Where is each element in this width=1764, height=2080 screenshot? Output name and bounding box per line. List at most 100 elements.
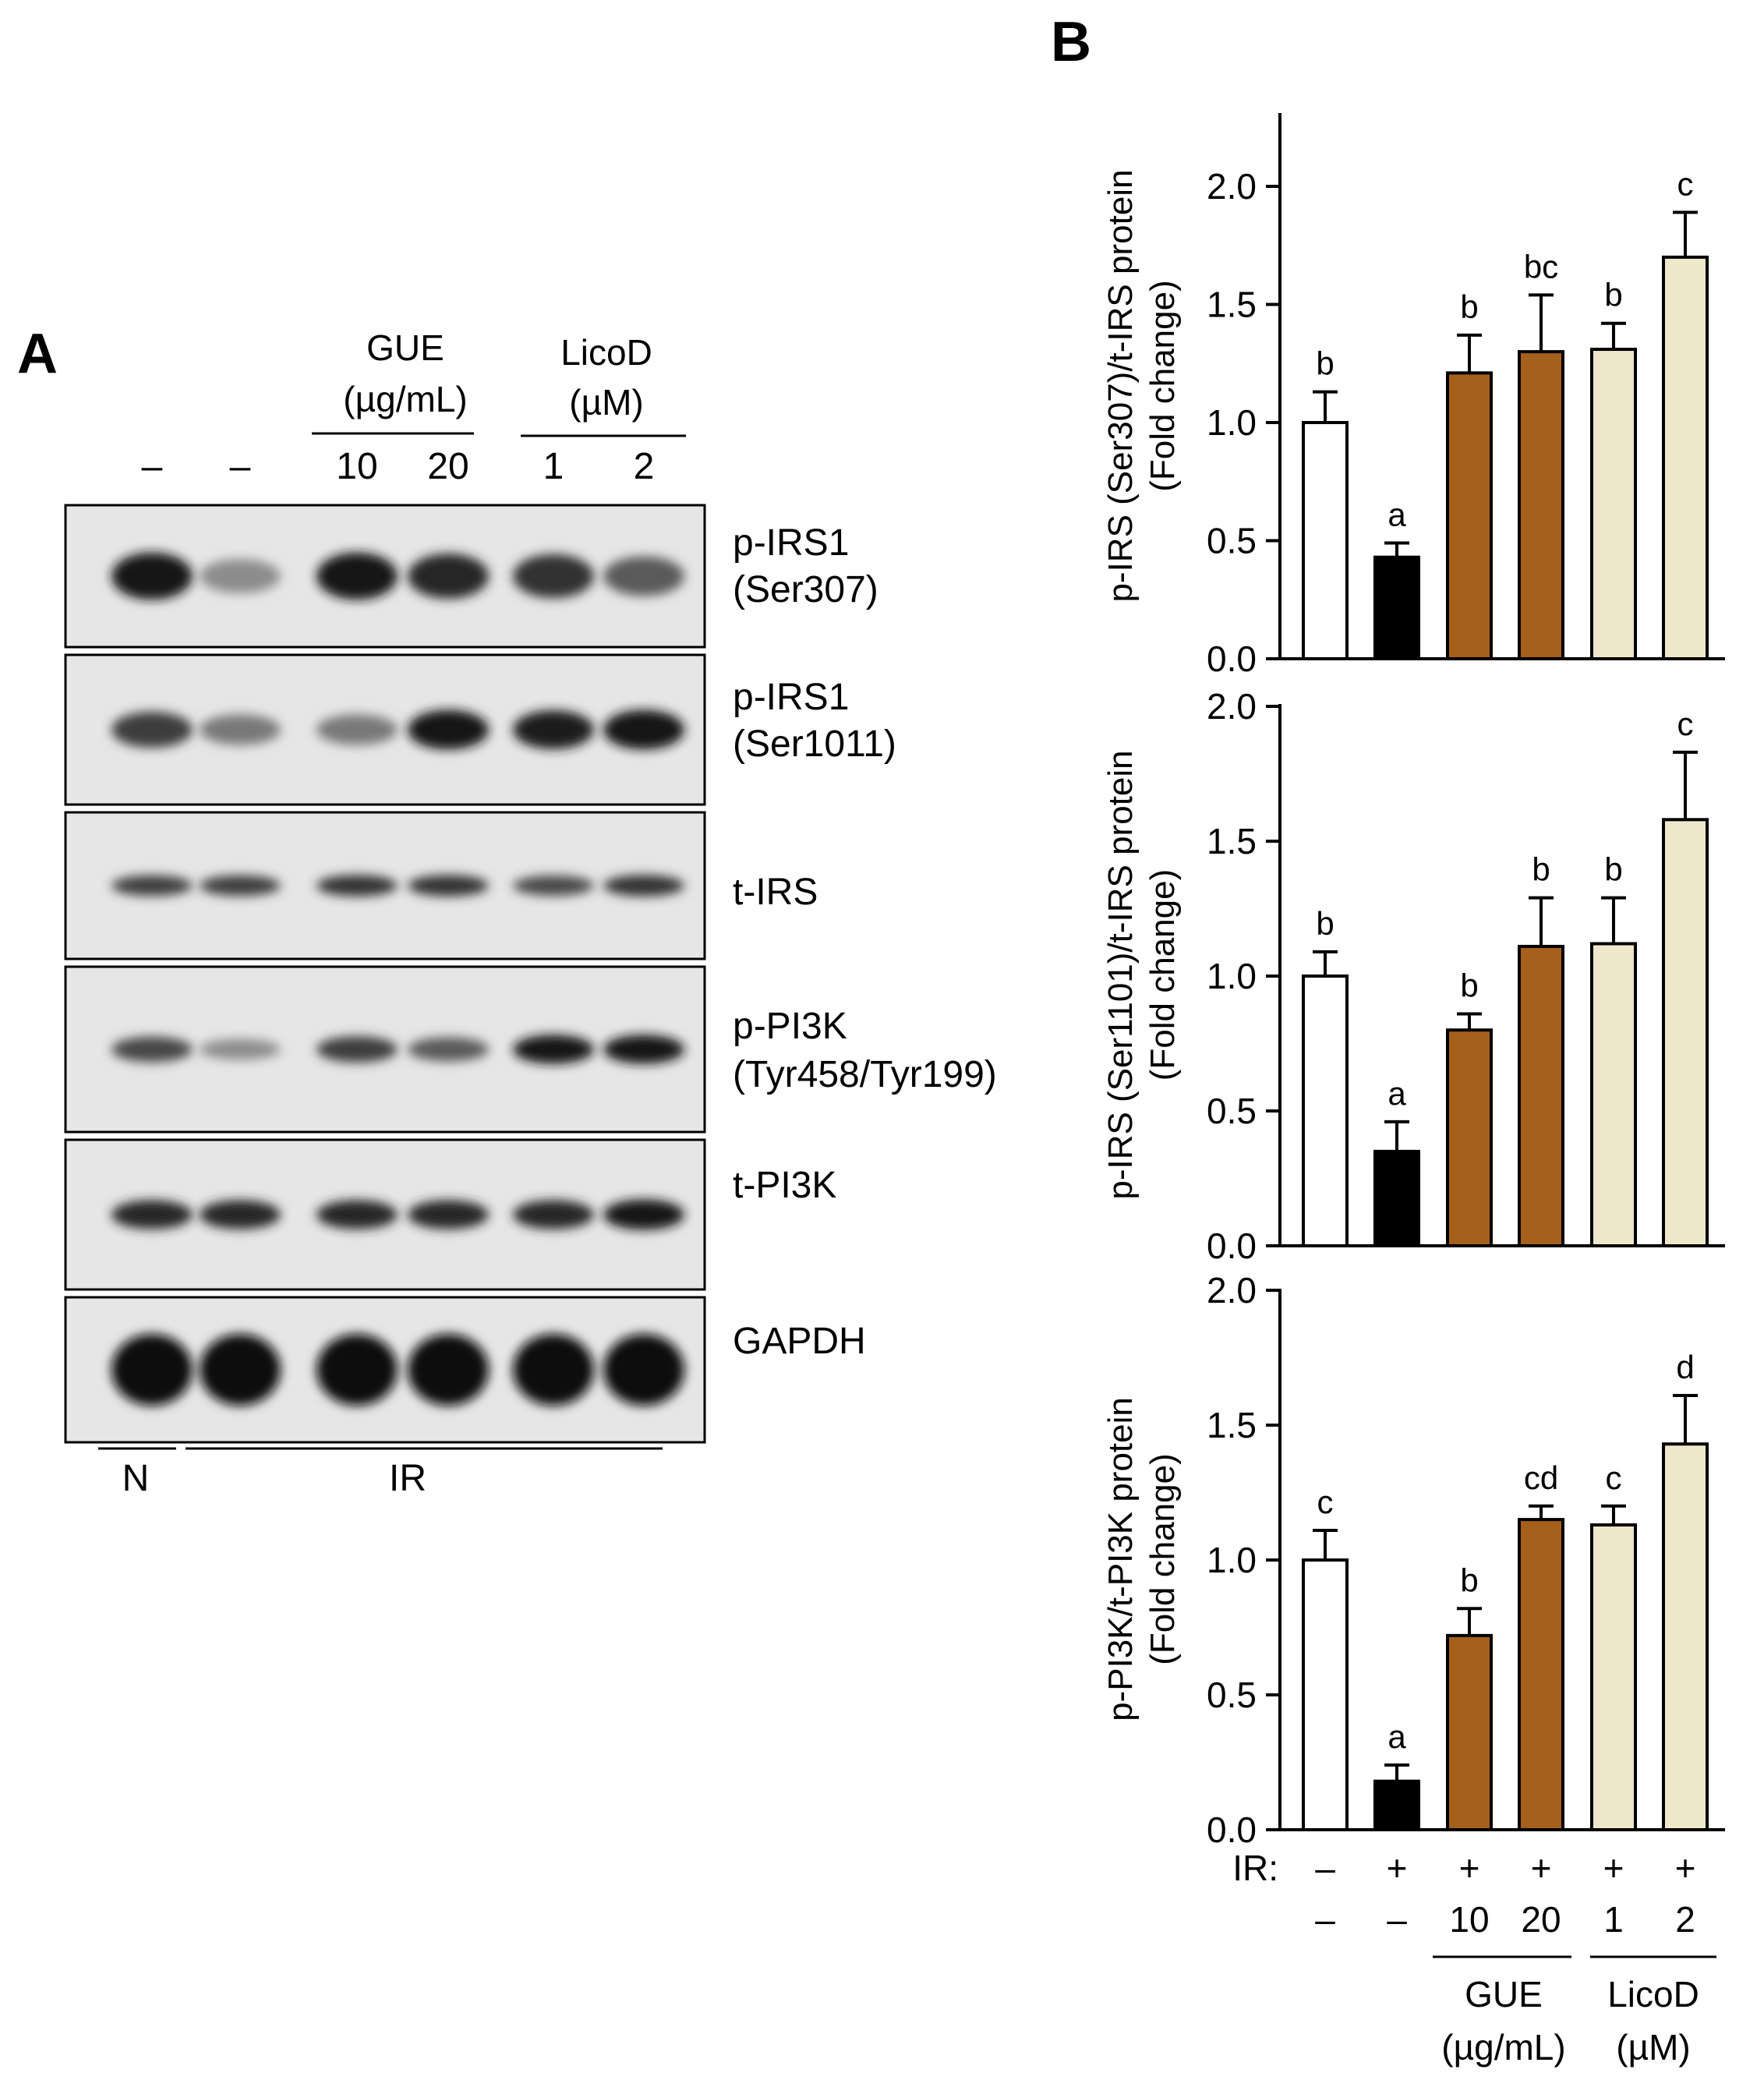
bar-charts: 0.0 0.5 1.0 1.5 2.0 p-IRS (Ser307)/t-IRS prot… — [1101, 113, 1725, 1850]
ir-sign-6: + — [1675, 1848, 1696, 1888]
blot-band — [408, 1200, 489, 1229]
blot-band — [408, 554, 489, 599]
panel-label-b: B — [1051, 11, 1091, 73]
bar-4 — [1518, 1518, 1564, 1831]
blot-strip-5: t-PI3K — [64, 1138, 836, 1291]
blot-band — [111, 875, 193, 897]
dose-label-3: 10 — [1449, 1899, 1489, 1940]
blot-row-label: (Ser307) — [733, 569, 878, 610]
panel-label-a: A — [17, 323, 58, 385]
bar-2 — [1373, 1149, 1420, 1248]
gue-axis-unit: (µg/mL) — [1441, 2027, 1565, 2068]
significance-letter: a — [1388, 1075, 1406, 1112]
licod-axis-unit: (µM) — [1616, 2027, 1690, 2068]
blot-band — [111, 1036, 193, 1063]
blot-band — [603, 556, 684, 596]
bar-1 — [1302, 975, 1349, 1247]
blot-band — [513, 876, 594, 896]
y-tick-label: 1.5 — [1207, 285, 1257, 325]
y-axis-label: p-IRS (Ser307)/t-IRS protein — [1101, 169, 1140, 602]
blot-band — [513, 1200, 594, 1229]
y-axis-label-unit: (Fold change) — [1144, 1453, 1182, 1664]
blot-band — [603, 709, 684, 750]
ir-sign-1: – — [1315, 1848, 1335, 1888]
y-tick-label: 2.0 — [1207, 1270, 1257, 1311]
bar-4 — [1518, 350, 1564, 660]
gue-axis-name: GUE — [1465, 1974, 1543, 2015]
bar-6 — [1662, 818, 1709, 1247]
lane-dose-3: 10 — [336, 446, 377, 487]
blot-band — [513, 554, 594, 599]
dose-label-5: 1 — [1603, 1899, 1624, 1940]
ir-row-label: IR: — [1232, 1848, 1278, 1888]
licod-header-name: LicoD — [560, 332, 652, 373]
bar-1 — [1302, 421, 1349, 660]
blot-band — [200, 1038, 281, 1060]
significance-letter: b — [1460, 288, 1478, 325]
blot-band — [408, 709, 489, 750]
blot-band — [316, 1036, 398, 1063]
lane-dose-1: – — [142, 446, 163, 487]
blot-row-label: GAPDH — [733, 1321, 866, 1362]
blot-band — [316, 552, 398, 600]
y-tick-label: 0.0 — [1207, 1226, 1257, 1266]
y-tick-label: 1.0 — [1207, 402, 1257, 443]
blot-strip-2: p-IRS1 (Ser1011) — [64, 653, 896, 806]
ir-sign-2: + — [1387, 1848, 1408, 1888]
significance-letter: c — [1677, 165, 1694, 202]
bar-5 — [1590, 942, 1637, 1247]
blot-band — [513, 1035, 594, 1064]
blot-row-label: p-IRS1 — [733, 677, 849, 718]
blot-row-label: (Ser1011) — [733, 723, 896, 765]
blot-row-label: p-IRS1 — [733, 522, 849, 564]
blot-strip-4: p-PI3K (Tyr458/Tyr199) — [64, 965, 997, 1134]
y-tick-label: 0.5 — [1207, 1675, 1257, 1715]
significance-letter: a — [1388, 497, 1406, 533]
bar-1 — [1302, 1558, 1349, 1831]
bar-5 — [1590, 1523, 1637, 1832]
blot-band — [316, 714, 398, 745]
y-axis-label: p-IRS (Ser1101)/t-IRS protein — [1101, 750, 1140, 1199]
blot-band — [603, 1035, 684, 1064]
y-tick-label: 2.0 — [1207, 686, 1257, 727]
blot-strip-6: GAPDH — [64, 1296, 866, 1444]
significance-letter: d — [1676, 1349, 1694, 1385]
blot-band — [603, 875, 684, 897]
western-blot: p-IRS1 (Ser307) p-IRS1 (Ser1011) t-IRS p-PI3K… — [64, 504, 997, 1444]
gue-header-unit: (µg/mL) — [343, 379, 467, 419]
blot-band — [513, 710, 594, 749]
lane-dose-2: – — [230, 446, 251, 487]
blot-band — [111, 1334, 193, 1406]
blot-row-label: (Tyr458/Tyr199) — [733, 1054, 997, 1095]
licod-axis-name: LicoD — [1607, 1974, 1699, 2015]
bar-4 — [1518, 944, 1564, 1247]
dose-label-2: – — [1387, 1899, 1407, 1940]
lane-dose-6: 2 — [634, 446, 655, 487]
blot-band — [408, 1037, 489, 1062]
blot-band — [111, 711, 193, 748]
y-tick-label: 0.5 — [1207, 521, 1257, 561]
significance-letter: b — [1316, 905, 1334, 942]
blot-band — [603, 1199, 684, 1230]
ir-sign-4: + — [1531, 1848, 1552, 1888]
blot-band — [200, 1334, 281, 1406]
dose-label-1: – — [1315, 1899, 1335, 1940]
y-tick-label: 0.0 — [1207, 639, 1257, 679]
lane-dose-4: 20 — [427, 446, 468, 487]
significance-letter: bc — [1524, 248, 1558, 285]
blot-band — [408, 1334, 489, 1406]
lane-dose-labels: – – 10 20 1 2 — [142, 446, 655, 487]
group-ir-label: IR — [389, 1458, 426, 1499]
significance-letter: c — [1317, 1484, 1334, 1520]
bar-3 — [1446, 1028, 1493, 1247]
y-tick-label: 1.5 — [1207, 1405, 1257, 1445]
blot-strip-1: p-IRS1 (Ser307) — [64, 504, 878, 649]
blot-row-label: t-IRS — [733, 872, 818, 913]
licod-header-unit: (µM) — [569, 382, 643, 423]
y-axis-label-unit: (Fold change) — [1144, 280, 1182, 491]
x-axis-annotation: IR: GUE (µg/mL) LicoD (µM) – – + – +10 +20 +1 +… — [1232, 1848, 1716, 2068]
significance-letter: cd — [1524, 1459, 1558, 1496]
y-tick-label: 1.0 — [1207, 1540, 1257, 1580]
blot-band — [200, 1200, 281, 1229]
